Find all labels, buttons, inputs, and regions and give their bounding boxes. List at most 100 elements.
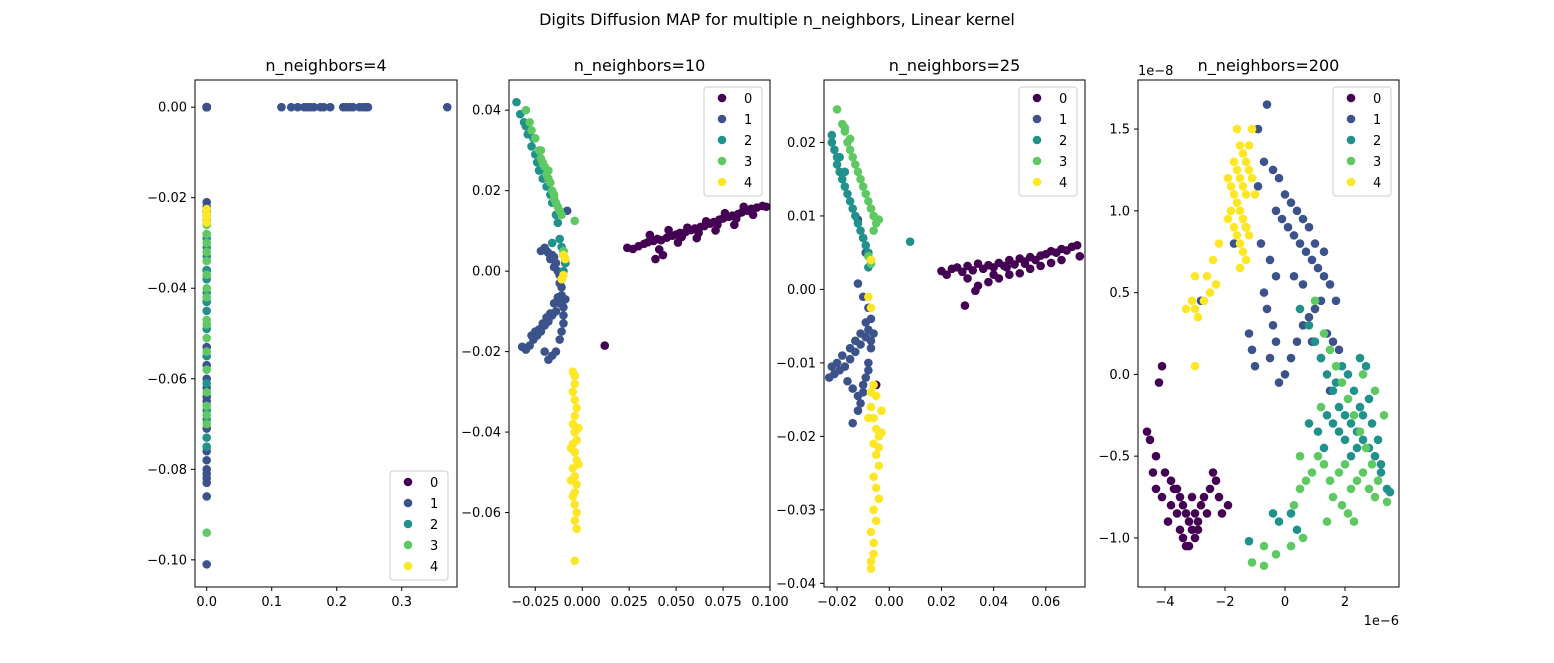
point-class-3 <box>202 320 211 329</box>
point-class-1 <box>1289 231 1299 240</box>
legend-marker-0 <box>1346 93 1356 103</box>
point-class-0 <box>960 301 970 310</box>
point-class-1 <box>1262 100 1272 109</box>
point-class-0 <box>1046 258 1056 268</box>
legend-label: 0 <box>1373 92 1381 107</box>
point-class-3 <box>1364 484 1374 494</box>
point-class-4 <box>1226 206 1236 216</box>
point-class-3 <box>845 145 855 155</box>
point-class-4 <box>866 556 876 566</box>
legend-label: 3 <box>430 539 438 554</box>
y-tick-label: 0.01 <box>787 209 816 224</box>
point-class-2 <box>1355 353 1365 363</box>
point-class-1 <box>837 351 847 360</box>
point-class-1 <box>848 418 858 428</box>
y-tick-label: 1.0 <box>1109 204 1130 219</box>
point-class-1 <box>848 384 858 393</box>
point-class-1 <box>527 331 536 340</box>
point-class-3 <box>1346 484 1356 494</box>
point-class-0 <box>748 210 758 220</box>
point-class-4 <box>877 406 886 415</box>
point-class-3 <box>832 105 842 114</box>
point-class-1 <box>202 492 211 501</box>
point-class-4 <box>1193 312 1203 322</box>
legend-label: 3 <box>1373 155 1381 170</box>
x-tick-label: 0.02 <box>927 595 956 610</box>
point-class-1 <box>202 455 211 465</box>
legend-label: 2 <box>430 518 438 533</box>
point-class-1 <box>864 358 873 368</box>
point-class-3 <box>202 410 211 420</box>
point-class-4 <box>877 428 886 438</box>
point-class-2 <box>547 238 557 248</box>
point-class-4 <box>1232 231 1242 240</box>
point-class-0 <box>1214 492 1224 502</box>
point-class-4 <box>1223 214 1233 224</box>
point-class-2 <box>830 145 839 155</box>
legend-marker-3 <box>1346 156 1356 166</box>
point-class-4 <box>574 459 583 469</box>
point-class-1 <box>1310 239 1320 248</box>
point-class-0 <box>984 277 993 287</box>
point-class-1 <box>866 343 876 353</box>
legend: 0 1 2 3 4 <box>1018 86 1078 197</box>
point-class-4 <box>1229 190 1239 199</box>
point-class-1 <box>866 336 876 346</box>
y-tick-label: 1.5 <box>1109 123 1130 138</box>
x-tick-label: 0.000 <box>564 595 601 610</box>
point-class-1 <box>293 102 303 112</box>
y-tick-label: −1.0 <box>1098 531 1130 546</box>
point-class-1 <box>559 303 568 312</box>
point-class-1 <box>286 102 296 112</box>
point-class-4 <box>866 402 876 412</box>
y-tick-label: −0.01 <box>776 356 816 371</box>
point-class-3 <box>1331 361 1341 371</box>
point-class-3 <box>1325 345 1335 355</box>
point-class-1 <box>845 343 855 353</box>
point-class-1 <box>549 262 559 272</box>
legend-marker-4 <box>717 177 727 187</box>
x-tick-label: 0.3 <box>391 595 412 610</box>
legend-marker-4 <box>1032 177 1042 187</box>
point-class-3 <box>874 215 884 224</box>
point-class-4 <box>869 472 878 482</box>
point-class-2 <box>832 152 842 162</box>
point-class-3 <box>1343 394 1353 404</box>
point-class-4 <box>866 527 876 537</box>
point-class-3 <box>202 292 211 302</box>
subplot-title: n_neighbors=4 <box>265 56 386 76</box>
point-class-0 <box>645 230 655 240</box>
point-class-2 <box>1346 419 1356 428</box>
legend-box <box>1018 86 1078 197</box>
point-class-0 <box>1154 378 1164 387</box>
point-class-3 <box>1319 329 1329 338</box>
y-tick-label: 0.02 <box>472 184 501 199</box>
x-tick-label: 2 <box>1341 595 1349 610</box>
y-tick-label: −0.02 <box>147 191 187 206</box>
point-class-3 <box>570 216 580 226</box>
point-class-4 <box>866 303 876 313</box>
point-class-3 <box>1352 476 1362 485</box>
point-class-4 <box>866 387 876 397</box>
point-class-3 <box>202 283 211 293</box>
point-class-2 <box>1355 402 1365 412</box>
legend: 0 1 2 3 4 <box>389 470 449 581</box>
x-offset-label: 1e−6 <box>1364 614 1399 629</box>
y-tick-label: −0.02 <box>461 345 501 360</box>
point-class-0 <box>1166 476 1176 485</box>
legend-marker-4 <box>403 561 413 571</box>
point-class-1 <box>348 102 358 112</box>
point-class-1 <box>1259 288 1269 297</box>
point-class-4 <box>1232 165 1242 175</box>
point-class-4 <box>568 492 578 501</box>
point-class-1 <box>559 311 568 320</box>
point-class-4 <box>1235 263 1245 273</box>
subplot-2: n_neighbors=10−0.025 0.000 0.025 0.050 0.075… <box>461 56 788 610</box>
point-class-2 <box>1334 427 1344 436</box>
point-class-1 <box>1274 378 1284 387</box>
point-class-3 <box>1361 443 1371 453</box>
point-class-4 <box>1229 157 1239 167</box>
point-class-4 <box>1238 214 1248 224</box>
